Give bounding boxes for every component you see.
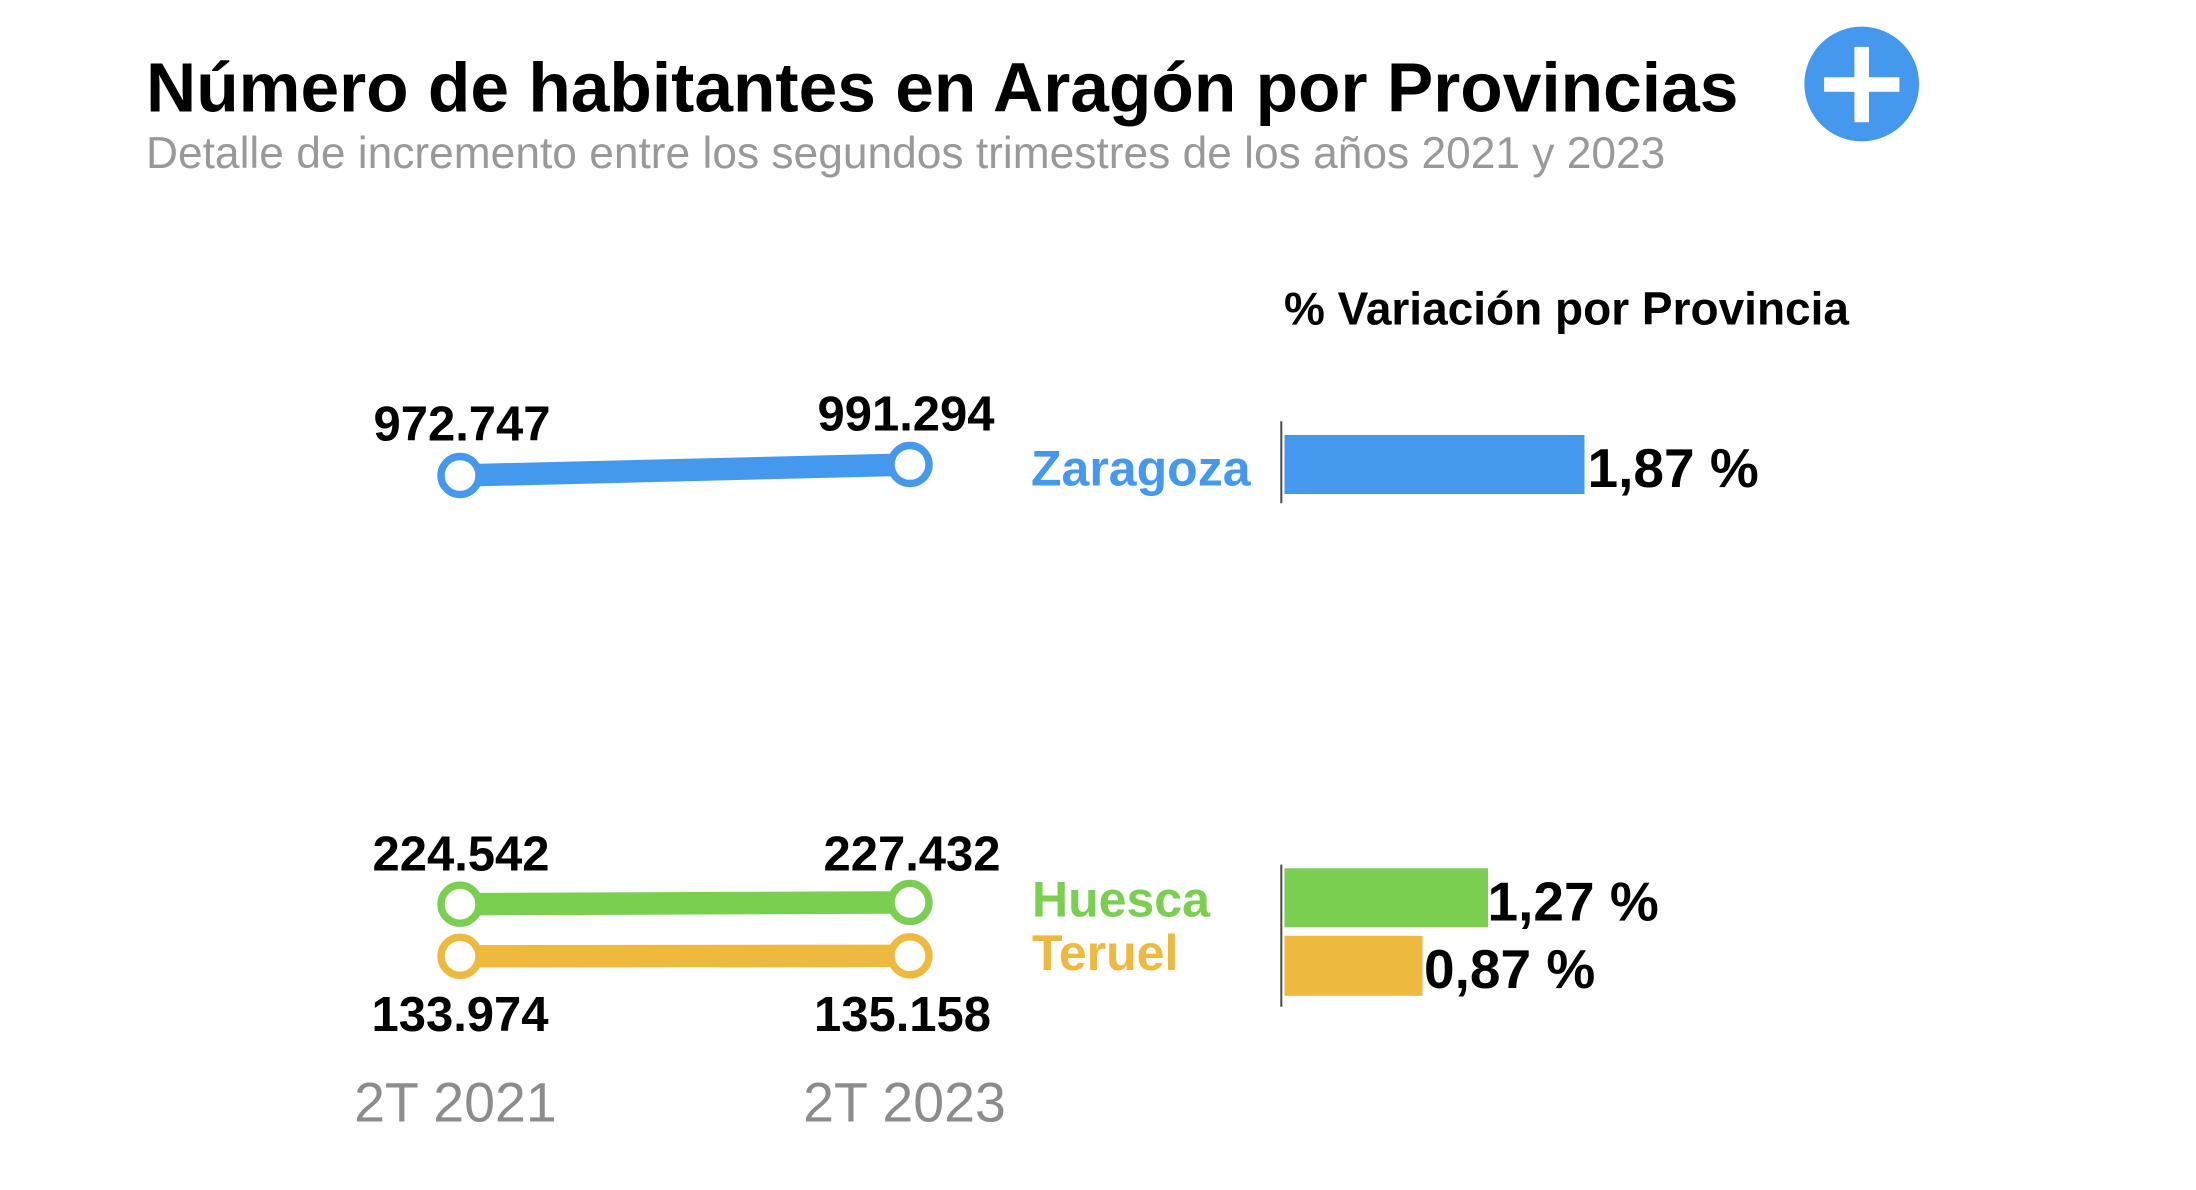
svg-text:224.542: 224.542 — [372, 827, 549, 881]
svg-text:Zaragoza: Zaragoza — [1031, 440, 1252, 496]
svg-text:Número de habitantes en Aragón: Número de habitantes en Aragón por Provi… — [146, 49, 1738, 127]
svg-text:0,87 %: 0,87 % — [1424, 938, 1595, 1000]
svg-text:133.974: 133.974 — [371, 988, 548, 1042]
svg-text:972.747: 972.747 — [373, 398, 550, 452]
svg-text:227.432: 227.432 — [823, 827, 1000, 881]
svg-text:Teruel: Teruel — [1032, 925, 1178, 981]
svg-text:135.158: 135.158 — [814, 988, 991, 1042]
svg-text:% Variación por Provincia: % Variación por Provincia — [1284, 283, 1849, 335]
svg-text:Detalle de incremento entre lo: Detalle de incremento entre los segundos… — [146, 129, 1665, 178]
svg-text:991.294: 991.294 — [817, 388, 994, 442]
svg-text:Huesca: Huesca — [1032, 872, 1211, 928]
svg-text:1,87 %: 1,87 % — [1588, 437, 1759, 499]
svg-text:2T 2023: 2T 2023 — [803, 1071, 1006, 1133]
svg-text:1,27 %: 1,27 % — [1488, 871, 1659, 933]
svg-text:2T 2021: 2T 2021 — [354, 1071, 557, 1133]
